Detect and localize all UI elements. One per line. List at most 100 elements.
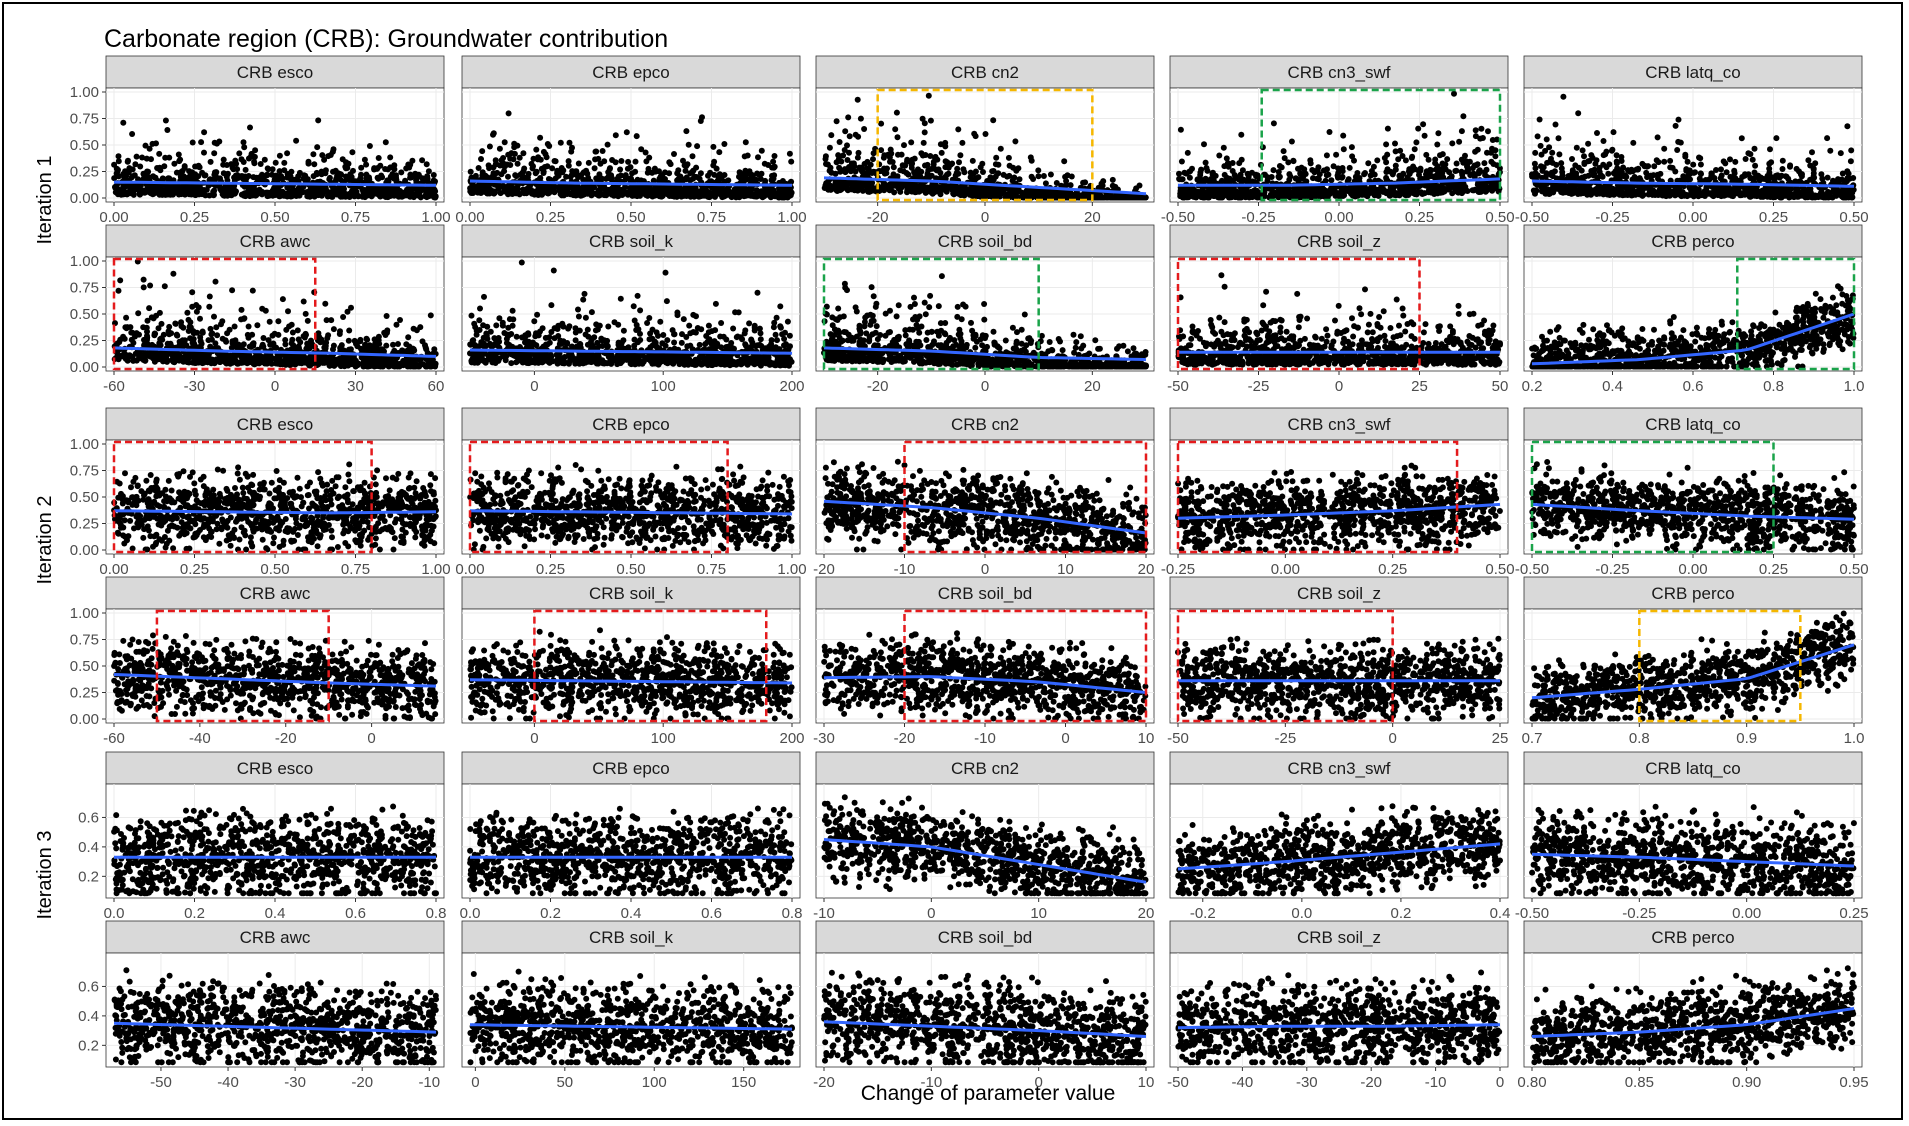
data-point [146, 145, 153, 152]
data-point [599, 148, 606, 154]
y-tick-label: 0.00 [70, 190, 99, 207]
data-point [540, 189, 547, 196]
data-point [943, 188, 950, 195]
data-point [969, 157, 976, 164]
data-point [1035, 173, 1042, 180]
data-point [870, 156, 876, 163]
data-point [1392, 162, 1399, 169]
data-point [951, 187, 958, 194]
data-point [1451, 90, 1457, 97]
data-point [481, 183, 488, 190]
data-point [566, 139, 573, 146]
data-point [578, 192, 585, 199]
data-point [1482, 188, 1489, 194]
scatter-points [111, 117, 439, 201]
data-point [1807, 176, 1814, 183]
data-point [993, 154, 1000, 161]
data-point [892, 126, 899, 133]
data-point [1732, 158, 1739, 165]
data-point [894, 173, 901, 180]
data-point [513, 173, 520, 180]
data-point [1380, 188, 1386, 195]
data-point [332, 167, 339, 174]
data-point [1718, 172, 1725, 179]
data-point [878, 147, 885, 154]
data-point [1016, 176, 1023, 183]
data-point [1569, 156, 1575, 162]
data-point [1307, 157, 1314, 164]
data-point [1433, 172, 1440, 179]
data-point [741, 153, 748, 160]
data-point [1453, 160, 1460, 167]
data-point [246, 186, 252, 193]
data-point [1481, 160, 1488, 167]
x-tick-label: 0.75 [697, 209, 726, 226]
data-point [223, 162, 230, 168]
data-point [1132, 194, 1138, 201]
data-point [430, 172, 437, 178]
data-point [788, 158, 795, 165]
facet-strip-label: CRB cn3_swf [1288, 63, 1391, 82]
data-point [220, 156, 227, 163]
data-point [405, 185, 412, 192]
data-point [1782, 173, 1789, 180]
data-point [919, 115, 926, 122]
data-point [929, 187, 935, 194]
data-point [1281, 155, 1288, 162]
data-point [1346, 164, 1353, 171]
panel-3: CRB cn2-20 0 20 [815, 55, 1155, 226]
data-point [850, 186, 857, 193]
data-point [710, 162, 717, 169]
data-point [716, 171, 723, 178]
data-point [960, 166, 967, 173]
data-point [532, 170, 539, 177]
data-point [559, 169, 566, 175]
data-point [1335, 170, 1342, 176]
x-tick-label: 20 [1084, 209, 1101, 226]
data-point [1239, 176, 1246, 183]
data-point [1406, 170, 1413, 177]
data-point [1370, 190, 1377, 197]
data-point [1690, 169, 1697, 176]
data-point [115, 153, 122, 160]
data-point [1238, 131, 1245, 138]
data-point [662, 169, 668, 176]
data-point [315, 117, 322, 124]
data-point [1219, 177, 1225, 184]
data-point [1225, 163, 1232, 170]
data-point [1244, 170, 1251, 177]
data-point [1697, 170, 1704, 177]
data-point [727, 192, 734, 199]
data-point [296, 184, 302, 191]
data-point [139, 154, 146, 161]
x-tick-label: 0.00 [455, 209, 484, 226]
data-point [1000, 187, 1007, 193]
data-point [777, 191, 784, 197]
data-point [156, 150, 163, 157]
x-tick-label: 0.75 [341, 209, 370, 226]
data-point [1249, 178, 1256, 185]
data-point [374, 174, 381, 181]
data-point [921, 129, 928, 136]
data-point [505, 110, 512, 117]
data-point [1690, 161, 1697, 168]
data-point [124, 158, 131, 165]
y-tick-label: 1.00 [70, 84, 99, 101]
chart-title: Carbonate region (CRB): Groundwater cont… [104, 25, 668, 53]
data-point [1224, 187, 1231, 194]
data-point [1190, 189, 1197, 196]
data-point [1181, 192, 1188, 199]
data-point [756, 171, 763, 178]
data-point [1401, 183, 1408, 190]
data-point [710, 143, 717, 150]
x-tick-label: 0.00 [99, 209, 128, 226]
data-point [1268, 174, 1275, 180]
data-point [1555, 135, 1562, 142]
x-tick-label: 0.50 [1485, 209, 1514, 226]
data-point [1677, 139, 1684, 146]
data-point [945, 170, 952, 177]
data-point [1559, 169, 1566, 176]
data-point [1323, 152, 1330, 159]
data-point [115, 158, 122, 165]
